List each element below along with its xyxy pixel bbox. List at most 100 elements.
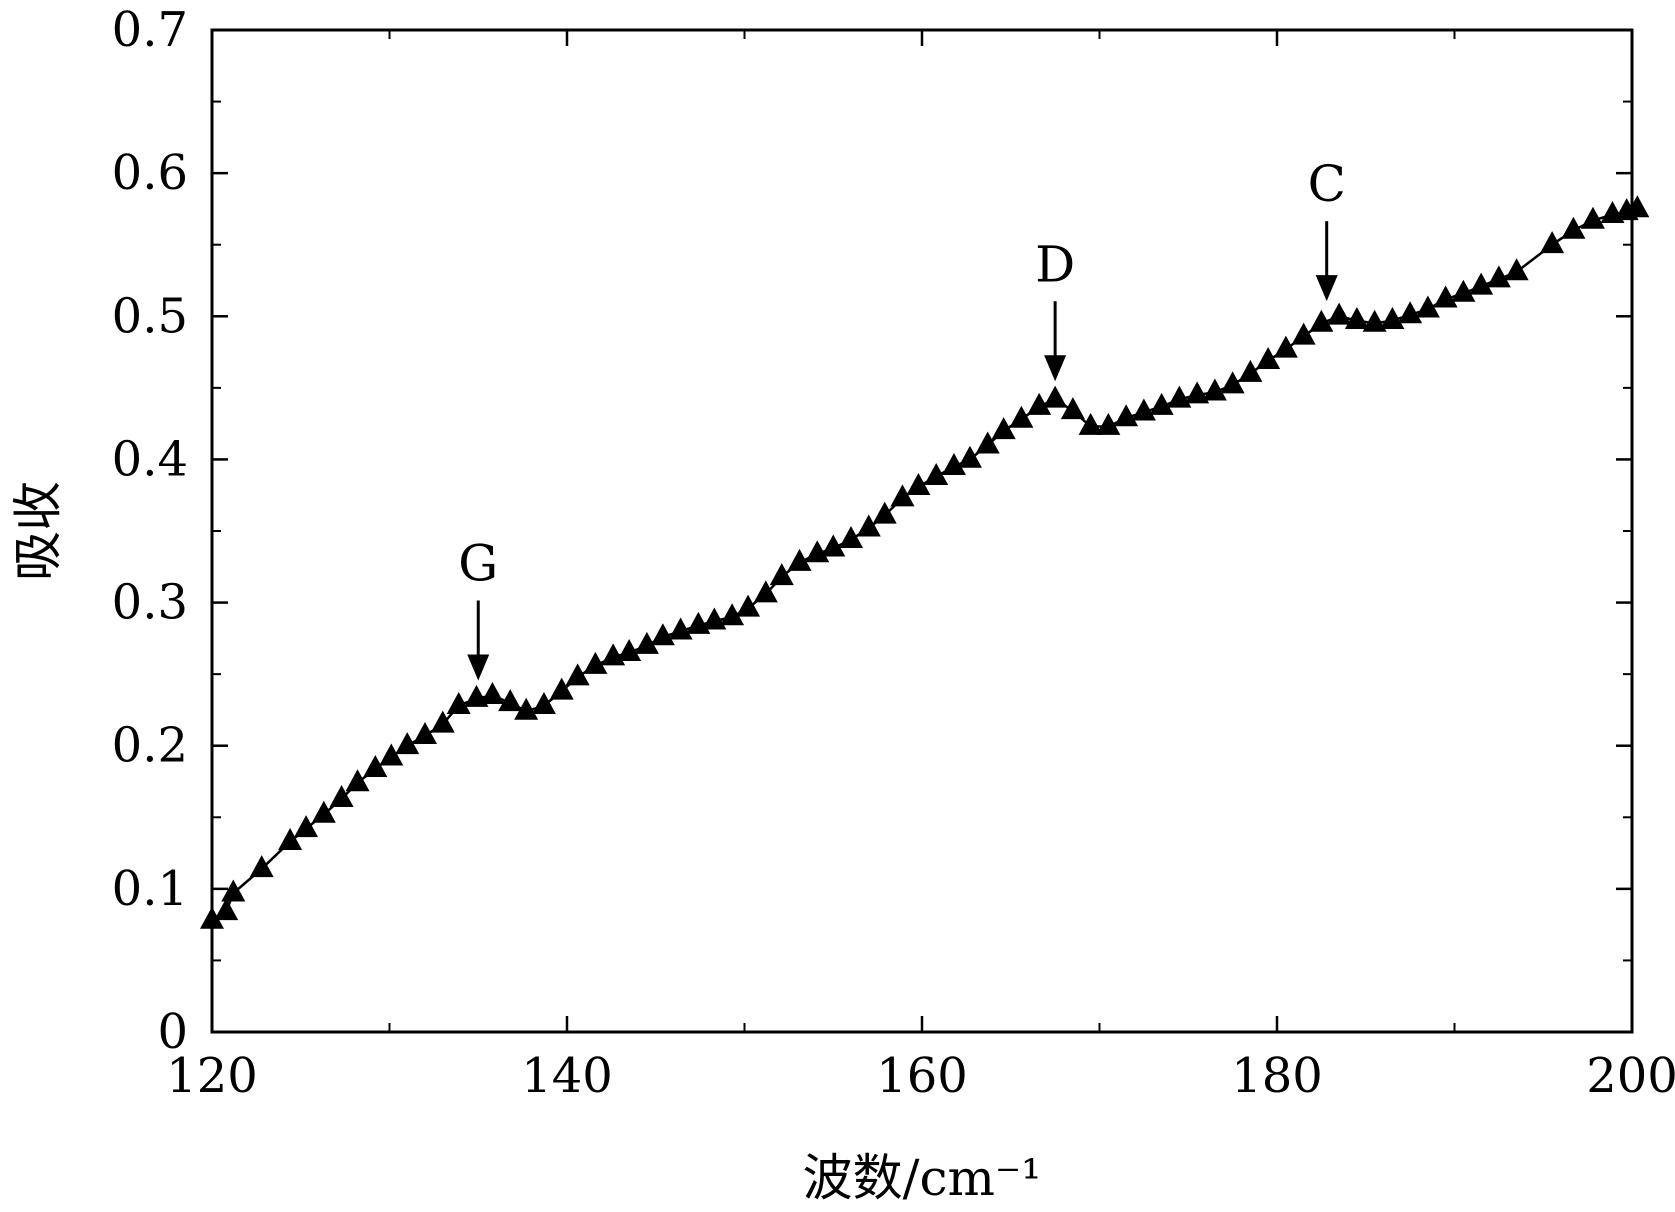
data-point [1415, 295, 1440, 318]
data-point [1327, 302, 1352, 325]
data-point [1060, 397, 1085, 420]
annotation-arrow-head [1044, 355, 1067, 382]
data-point [753, 580, 778, 603]
data-point [924, 462, 949, 485]
data-point [1202, 378, 1227, 401]
data-point [906, 472, 931, 495]
data-point [856, 514, 881, 537]
data-point [1009, 405, 1034, 428]
data-point [1027, 392, 1052, 415]
data-point [805, 540, 830, 563]
data-point [1114, 404, 1139, 427]
plot-frame [210, 28, 1634, 1034]
data-point [1131, 398, 1156, 421]
data-point [1380, 306, 1405, 329]
data-point [294, 815, 319, 838]
data-points [200, 195, 1650, 929]
data-point [650, 623, 675, 646]
data-point [1273, 335, 1298, 358]
data-point [1504, 258, 1529, 281]
data-point [957, 445, 982, 468]
data-point [363, 754, 388, 777]
data-point [890, 484, 915, 507]
data-point [200, 906, 224, 929]
x-axis-title: 波数/cm⁻¹ [803, 1149, 1042, 1207]
data-point [1149, 392, 1174, 415]
data-point [1291, 322, 1316, 345]
annotation-d: D [1035, 235, 1075, 382]
y-tick-label: 0.7 [112, 2, 188, 58]
x-tick-label: 140 [521, 1048, 613, 1104]
data-point [514, 697, 539, 720]
x-tick-label: 120 [166, 1048, 258, 1104]
data-point [1344, 306, 1369, 329]
data-point [769, 563, 794, 586]
data-point [1561, 216, 1586, 239]
data-point [1580, 206, 1605, 229]
annotation-label: C [1308, 155, 1346, 213]
data-point [446, 691, 471, 714]
data-point [278, 827, 303, 850]
axis-ticks [210, 28, 1634, 1034]
data-point [1309, 309, 1334, 332]
annotation-arrow-head [467, 654, 490, 681]
data-point [531, 691, 556, 714]
x-tick-label: 200 [1586, 1048, 1675, 1104]
y-tick-label: 0.3 [112, 575, 188, 631]
data-point [329, 785, 354, 808]
data-point [634, 631, 659, 654]
data-point [379, 743, 404, 766]
data-point [480, 681, 505, 704]
data-point [549, 677, 574, 700]
y-axis-title: 吸收 [9, 481, 67, 581]
y-tick-label: 0.2 [112, 718, 188, 774]
annotations: G D C [458, 155, 1346, 681]
annotation-c: C [1308, 155, 1346, 302]
data-point [565, 663, 590, 686]
data-point [617, 639, 642, 662]
data-point [787, 548, 812, 571]
y-tick-label: 0 [157, 1004, 188, 1060]
data-point [498, 689, 523, 712]
data-point [413, 722, 437, 745]
data-point [1433, 285, 1458, 308]
data-point [872, 501, 897, 524]
data-point [1398, 301, 1423, 324]
data-point [839, 525, 863, 548]
data-point [221, 879, 246, 902]
y-tick-label: 0.4 [112, 431, 188, 487]
y-tick-label: 0.6 [112, 145, 188, 201]
x-tick-label: 160 [876, 1048, 968, 1104]
data-point [1185, 381, 1210, 404]
data-point [736, 594, 761, 617]
data-point [395, 732, 420, 755]
data-point [430, 710, 455, 733]
data-point [1220, 371, 1245, 394]
data-point [1043, 385, 1068, 408]
data-point [345, 769, 370, 792]
annotation-arrow-head [1315, 275, 1338, 302]
data-point [1469, 272, 1494, 295]
data-point [821, 534, 846, 557]
data-point [1096, 412, 1121, 435]
data-point [1625, 195, 1650, 218]
data-point [668, 617, 693, 640]
data-point [702, 607, 727, 630]
data-point [1540, 231, 1565, 254]
annotation-label: G [458, 534, 498, 592]
data-point [1486, 265, 1511, 288]
data-point [1451, 279, 1476, 302]
data-point [1078, 412, 1103, 435]
y-tick-label: 0.5 [112, 288, 188, 344]
annotation-label: D [1035, 235, 1075, 293]
data-point [1362, 309, 1387, 332]
data-point [991, 417, 1016, 440]
tick-labels: 120 140 160 180 200 0 0.1 0.2 0.3 0.4 0.5 0.6 0.7 [112, 2, 1675, 1104]
data-point [720, 603, 745, 626]
data-point [249, 855, 274, 878]
data-point [1167, 385, 1192, 408]
data-point [311, 800, 336, 823]
y-tick-label: 0.1 [112, 861, 188, 917]
annotation-g: G [458, 534, 498, 681]
